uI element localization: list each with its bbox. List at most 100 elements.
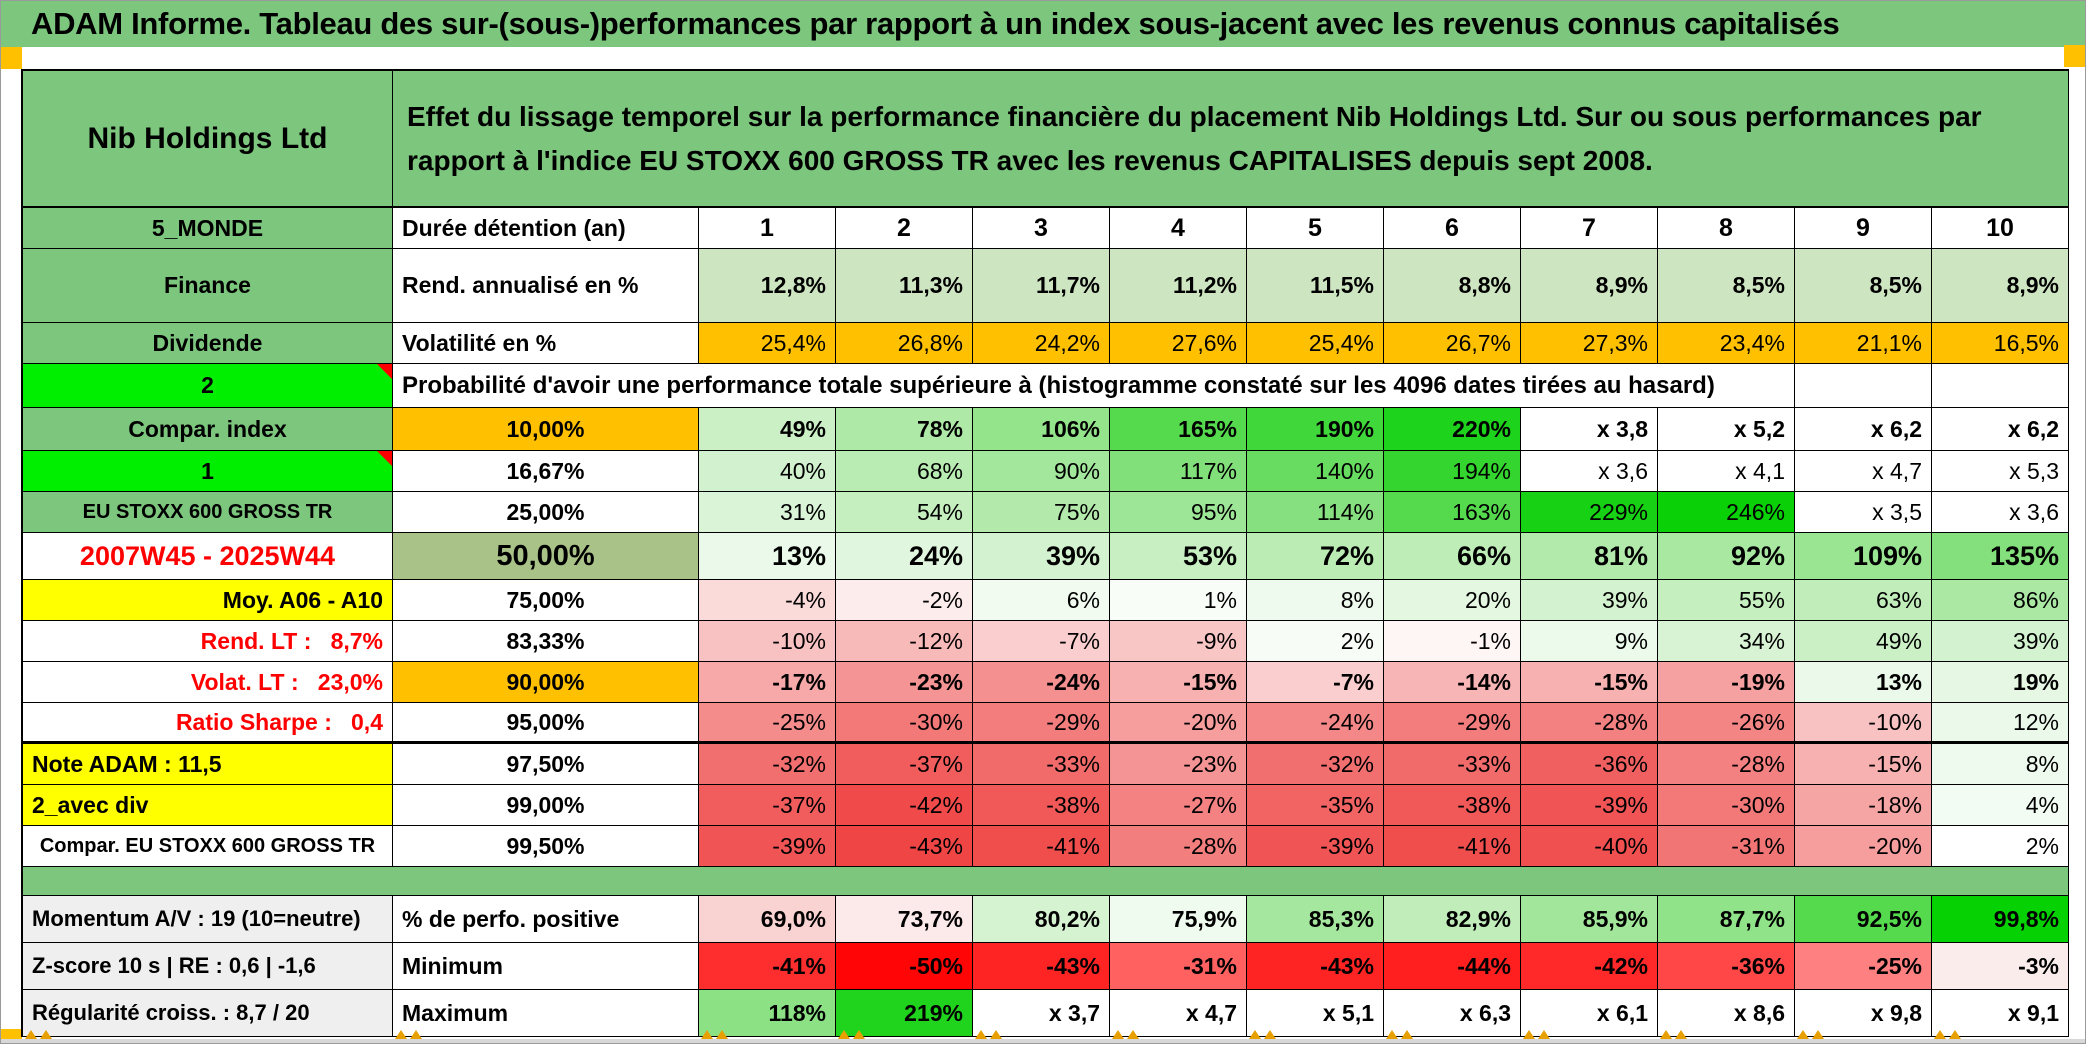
cell-p83-c6[interactable]: -1% bbox=[1384, 621, 1521, 662]
cell-p90-c3[interactable]: -24% bbox=[973, 662, 1110, 703]
cell-p95-c8[interactable]: -26% bbox=[1658, 703, 1795, 744]
cell-p50-c7[interactable]: 81% bbox=[1521, 533, 1658, 580]
instrument-name-cell[interactable]: Nib Holdings Ltd bbox=[23, 71, 393, 208]
cell-min-c8[interactable]: -36% bbox=[1658, 943, 1795, 990]
cell-p50-c9[interactable]: 109% bbox=[1795, 533, 1932, 580]
cell-p975-c5[interactable]: -32% bbox=[1247, 744, 1384, 785]
cell-max-c10[interactable]: x 9,1 bbox=[1932, 990, 2069, 1037]
threshold-p25[interactable]: 25,00% bbox=[393, 492, 699, 533]
cell-rend-c3[interactable]: 11,7% bbox=[973, 249, 1110, 323]
cell-perfo-c5[interactable]: 85,3% bbox=[1247, 896, 1384, 943]
cell-p83-c2[interactable]: -12% bbox=[836, 621, 973, 662]
cell-perfo-c4[interactable]: 75,9% bbox=[1110, 896, 1247, 943]
row-label-p95[interactable]: Ratio Sharpe : 0,4 bbox=[23, 703, 393, 744]
cell-min-c7[interactable]: -42% bbox=[1521, 943, 1658, 990]
cell-p995-c7[interactable]: -40% bbox=[1521, 826, 1658, 867]
cell-p50-c2[interactable]: 24% bbox=[836, 533, 973, 580]
cell-rend-c7[interactable]: 8,9% bbox=[1521, 249, 1658, 323]
row-label-vol[interactable]: Dividende bbox=[23, 323, 393, 364]
cell-p90-c4[interactable]: -15% bbox=[1110, 662, 1247, 703]
cell-p75-c3[interactable]: 6% bbox=[973, 580, 1110, 621]
cell-max-c6[interactable]: x 6,3 bbox=[1384, 990, 1521, 1037]
cell-p95-c3[interactable]: -29% bbox=[973, 703, 1110, 744]
threshold-p83[interactable]: 83,33% bbox=[393, 621, 699, 662]
cell-perfo-c3[interactable]: 80,2% bbox=[973, 896, 1110, 943]
cell-duree-c3[interactable]: 3 bbox=[973, 208, 1110, 249]
cell-max-c8[interactable]: x 8,6 bbox=[1658, 990, 1795, 1037]
cell-duree-c5[interactable]: 5 bbox=[1247, 208, 1384, 249]
cell-rend-c4[interactable]: 11,2% bbox=[1110, 249, 1247, 323]
cell-max-c2[interactable]: 219% bbox=[836, 990, 973, 1037]
cell-p83-c7[interactable]: 9% bbox=[1521, 621, 1658, 662]
cell-p10-c6[interactable]: 220% bbox=[1384, 408, 1521, 451]
cell-p75-c8[interactable]: 55% bbox=[1658, 580, 1795, 621]
cell-p95-c9[interactable]: -10% bbox=[1795, 703, 1932, 744]
row-label-p75[interactable]: Moy. A06 - A10 bbox=[23, 580, 393, 621]
cell-p90-c1[interactable]: -17% bbox=[699, 662, 836, 703]
cell-p75-c5[interactable]: 8% bbox=[1247, 580, 1384, 621]
cell-p10-c5[interactable]: 190% bbox=[1247, 408, 1384, 451]
cell-min-c4[interactable]: -31% bbox=[1110, 943, 1247, 990]
cell-p99-c6[interactable]: -38% bbox=[1384, 785, 1521, 826]
row-label-p975[interactable]: Note ADAM : 11,5 bbox=[23, 744, 393, 785]
cell-p99-c10[interactable]: 4% bbox=[1932, 785, 2069, 826]
cell-p25-c5[interactable]: 114% bbox=[1247, 492, 1384, 533]
cell-min-c6[interactable]: -44% bbox=[1384, 943, 1521, 990]
threshold-p50[interactable]: 50,00% bbox=[393, 533, 699, 580]
cell-p75-c7[interactable]: 39% bbox=[1521, 580, 1658, 621]
cell-p995-c1[interactable]: -39% bbox=[699, 826, 836, 867]
cell-p90-c9[interactable]: 13% bbox=[1795, 662, 1932, 703]
cell-p25-c8[interactable]: 246% bbox=[1658, 492, 1795, 533]
threshold-p75[interactable]: 75,00% bbox=[393, 580, 699, 621]
cell-p995-c2[interactable]: -43% bbox=[836, 826, 973, 867]
cell-p83-c3[interactable]: -7% bbox=[973, 621, 1110, 662]
cell-p90-c10[interactable]: 19% bbox=[1932, 662, 2069, 703]
row-label-p83[interactable]: Rend. LT : 8,7% bbox=[23, 621, 393, 662]
cell-p99-c1[interactable]: -37% bbox=[699, 785, 836, 826]
cell-p50-c1[interactable]: 13% bbox=[699, 533, 836, 580]
cell-p50-c6[interactable]: 66% bbox=[1384, 533, 1521, 580]
cell-p995-c8[interactable]: -31% bbox=[1658, 826, 1795, 867]
cell-duree-c6[interactable]: 6 bbox=[1384, 208, 1521, 249]
cell-p995-c9[interactable]: -20% bbox=[1795, 826, 1932, 867]
threshold-p975[interactable]: 97,50% bbox=[393, 744, 699, 785]
cell-p995-c6[interactable]: -41% bbox=[1384, 826, 1521, 867]
cell-p975-c9[interactable]: -15% bbox=[1795, 744, 1932, 785]
cell-p90-c6[interactable]: -14% bbox=[1384, 662, 1521, 703]
cell-rend-c2[interactable]: 11,3% bbox=[836, 249, 973, 323]
cell-perfo-c1[interactable]: 69,0% bbox=[699, 896, 836, 943]
cell-p975-c6[interactable]: -33% bbox=[1384, 744, 1521, 785]
cell-perfo-c6[interactable]: 82,9% bbox=[1384, 896, 1521, 943]
cell-max-c1[interactable]: 118% bbox=[699, 990, 836, 1037]
cell-vol-c6[interactable]: 26,7% bbox=[1384, 323, 1521, 364]
cell-p50-c3[interactable]: 39% bbox=[973, 533, 1110, 580]
cell-p90-c8[interactable]: -19% bbox=[1658, 662, 1795, 703]
cell-p975-c8[interactable]: -28% bbox=[1658, 744, 1795, 785]
row-label-p16[interactable]: 1 bbox=[23, 451, 393, 492]
threshold-p16[interactable]: 16,67% bbox=[393, 451, 699, 492]
cell-p25-c10[interactable]: x 3,6 bbox=[1932, 492, 2069, 533]
cell-max-c4[interactable]: x 4,7 bbox=[1110, 990, 1247, 1037]
cell-vol-c1[interactable]: 25,4% bbox=[699, 323, 836, 364]
cell-p83-c9[interactable]: 49% bbox=[1795, 621, 1932, 662]
cell-min-c9[interactable]: -25% bbox=[1795, 943, 1932, 990]
cell-p90-c2[interactable]: -23% bbox=[836, 662, 973, 703]
cell-p95-c7[interactable]: -28% bbox=[1521, 703, 1658, 744]
cell-p16-c7[interactable]: x 3,6 bbox=[1521, 451, 1658, 492]
cell-p975-c3[interactable]: -33% bbox=[973, 744, 1110, 785]
cell-p99-c3[interactable]: -38% bbox=[973, 785, 1110, 826]
threshold-p995[interactable]: 99,50% bbox=[393, 826, 699, 867]
cell-p95-c1[interactable]: -25% bbox=[699, 703, 836, 744]
row-label-p99[interactable]: 2_avec div bbox=[23, 785, 393, 826]
cell-p75-c10[interactable]: 86% bbox=[1932, 580, 2069, 621]
cell-p25-c6[interactable]: 163% bbox=[1384, 492, 1521, 533]
cell-duree-c1[interactable]: 1 bbox=[699, 208, 836, 249]
cell-min-c2[interactable]: -50% bbox=[836, 943, 973, 990]
cell-p90-c5[interactable]: -7% bbox=[1247, 662, 1384, 703]
cell-p25-c4[interactable]: 95% bbox=[1110, 492, 1247, 533]
row-label-perfo[interactable]: Momentum A/V : 19 (10=neutre) bbox=[23, 896, 393, 943]
cell-perfo-c8[interactable]: 87,7% bbox=[1658, 896, 1795, 943]
threshold-p10[interactable]: 10,00% bbox=[393, 408, 699, 451]
cell-min-c5[interactable]: -43% bbox=[1247, 943, 1384, 990]
cell-p10-c3[interactable]: 106% bbox=[973, 408, 1110, 451]
